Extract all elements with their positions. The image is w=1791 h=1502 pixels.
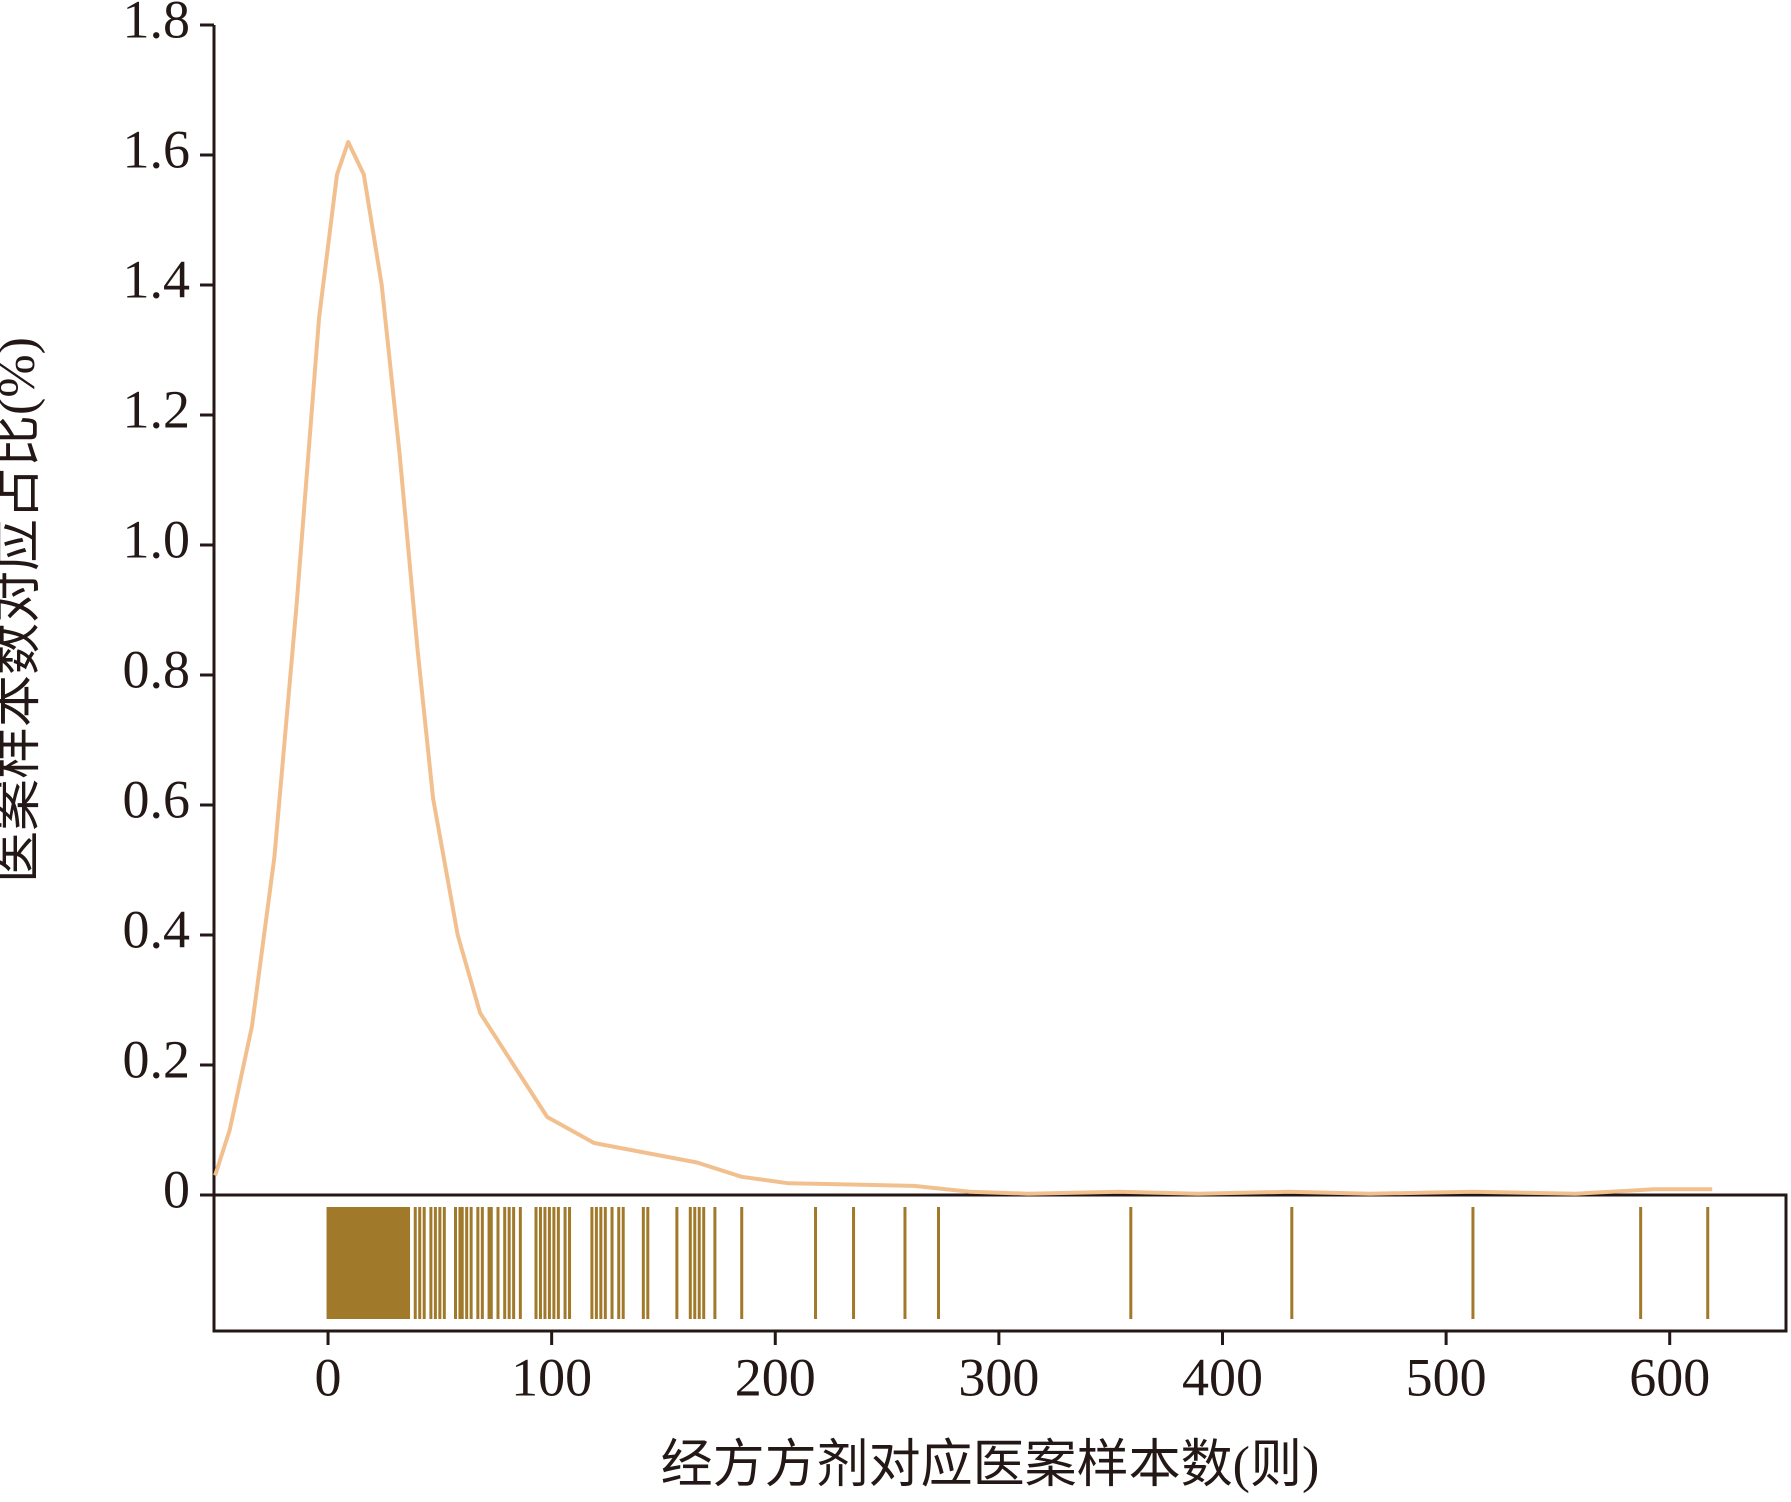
y-tick-label: 1.2: [123, 379, 191, 439]
y-tick-label: 0.6: [123, 769, 191, 829]
y-axis-label: 医案样本数对应占比(%): [0, 337, 46, 883]
x-axis-label: 经方方剂对应医案样本数(则): [661, 1437, 1320, 1494]
x-tick-label: 300: [958, 1347, 1039, 1407]
y-tick-label: 1.8: [123, 0, 191, 49]
y-tick-label: 1.0: [123, 509, 191, 569]
density-line: [213, 140, 1713, 1196]
y-tick-label: 1.6: [123, 119, 191, 179]
y-tick-label: 0: [163, 1159, 190, 1219]
x-tick-label: 100: [511, 1347, 592, 1407]
x-tick-label: 400: [1182, 1347, 1263, 1407]
rug-panel: [212, 1193, 1788, 1333]
x-tick-label: 600: [1629, 1347, 1710, 1407]
y-tick-label: 1.4: [123, 249, 191, 309]
x-tick-label: 0: [315, 1347, 342, 1407]
y-tick-label: 0.4: [123, 899, 191, 959]
x-tick-label: 200: [735, 1347, 816, 1407]
y-tick-label: 0.8: [123, 639, 191, 699]
y-tick-label: 0.2: [123, 1029, 191, 1089]
x-tick-label: 500: [1406, 1347, 1487, 1407]
